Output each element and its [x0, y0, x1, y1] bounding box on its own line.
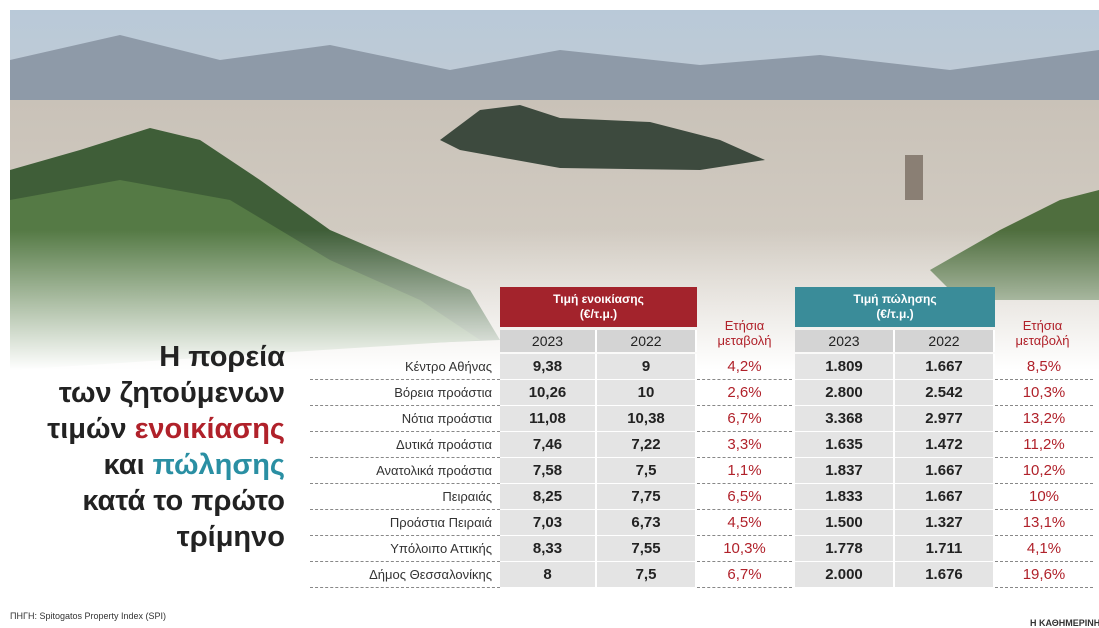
- change-cell: 10%: [995, 484, 1093, 510]
- year-header: 2023: [795, 330, 895, 352]
- price-cell: 6,73: [597, 510, 697, 536]
- price-cell: 7,5: [597, 562, 697, 588]
- header-line: (€/τ.μ.): [876, 307, 913, 322]
- header-line: Τιμή ενοικίασης: [553, 292, 644, 307]
- year-header: 2022: [597, 330, 697, 352]
- price-cell: 8,33: [500, 536, 597, 562]
- price-cell: 7,58: [500, 458, 597, 484]
- row-label: Δυτικά προάστια: [310, 432, 500, 458]
- price-cell: 8,25: [500, 484, 597, 510]
- header-line: Τιμή πώλησης: [853, 292, 936, 307]
- header-line: μεταβολή: [1016, 333, 1070, 348]
- title-word: και: [104, 449, 145, 481]
- change-cell: 19,6%: [995, 562, 1093, 588]
- header-line: μεταβολή: [718, 333, 772, 348]
- price-cell: 10,26: [500, 380, 597, 406]
- header-line: Ετήσια: [1023, 318, 1062, 333]
- title-line: κατά το πρώτο: [82, 484, 285, 518]
- price-cell: 3.368: [795, 406, 895, 432]
- title-line: τιμών ενοικίασης: [47, 412, 285, 446]
- price-cell: 9,38: [500, 354, 597, 380]
- price-cell: 7,75: [597, 484, 697, 510]
- price-cell: 10: [597, 380, 697, 406]
- change-cell: 2,6%: [697, 380, 792, 406]
- price-cell: 8: [500, 562, 597, 588]
- price-cell: 2.800: [795, 380, 895, 406]
- price-cell: 1.676: [895, 562, 995, 588]
- header-line: Ετήσια: [725, 318, 764, 333]
- title-word: πώλησης: [153, 449, 285, 481]
- price-cell: 11,08: [500, 406, 597, 432]
- year-header: 2022: [895, 330, 995, 352]
- change-cell: 6,5%: [697, 484, 792, 510]
- change-cell: 3,3%: [697, 432, 792, 458]
- change-cell: 13,2%: [995, 406, 1093, 432]
- price-cell: 7,22: [597, 432, 697, 458]
- header-line: (€/τ.μ.): [580, 307, 617, 322]
- price-cell: 1.667: [895, 484, 995, 510]
- change-cell: 6,7%: [697, 406, 792, 432]
- group-header: Τιμή ενοικίασης(€/τ.μ.): [500, 287, 697, 327]
- change-cell: 1,1%: [697, 458, 792, 484]
- change-cell: 13,1%: [995, 510, 1093, 536]
- price-cell: 2.000: [795, 562, 895, 588]
- price-cell: 1.711: [895, 536, 995, 562]
- price-cell: 1.833: [795, 484, 895, 510]
- price-cell: 2.542: [895, 380, 995, 406]
- change-cell: 8,5%: [995, 354, 1093, 380]
- title-word: τιμών: [47, 413, 126, 445]
- row-label: Πειραιάς: [310, 484, 500, 510]
- change-cell: 6,7%: [697, 562, 792, 588]
- change-cell: 10,2%: [995, 458, 1093, 484]
- price-cell: 1.667: [895, 458, 995, 484]
- title-word: κατά το πρώτο: [82, 485, 285, 517]
- change-cell: 10,3%: [697, 536, 792, 562]
- group-header: Τιμή πώλησης(€/τ.μ.): [795, 287, 995, 327]
- change-cell: 11,2%: [995, 432, 1093, 458]
- change-cell: 10,3%: [995, 380, 1093, 406]
- change-cell: 4,1%: [995, 536, 1093, 562]
- title-word: Η πορεία: [159, 341, 285, 373]
- price-cell: 2.977: [895, 406, 995, 432]
- source: ΠΗΓΗ: Spitogatos Property Index (SPI): [10, 611, 166, 621]
- price-cell: 1.837: [795, 458, 895, 484]
- price-cell: 9: [597, 354, 697, 380]
- title-word: τρίμηνο: [177, 521, 285, 553]
- price-cell: 1.667: [895, 354, 995, 380]
- title-line: των ζητούμενων: [59, 376, 285, 410]
- price-cell: 7,03: [500, 510, 597, 536]
- price-cell: 10,38: [597, 406, 697, 432]
- price-cell: 1.472: [895, 432, 995, 458]
- row-label: Προάστια Πειραιά: [310, 510, 500, 536]
- price-cell: 1.500: [795, 510, 895, 536]
- row-label: Δήμος Θεσσαλονίκης: [310, 562, 500, 588]
- change-cell: 4,5%: [697, 510, 792, 536]
- price-cell: 7,55: [597, 536, 697, 562]
- year-header: 2023: [500, 330, 597, 352]
- credit: Η ΚΑΘΗΜΕΡΙΝΗ: [1030, 618, 1099, 628]
- row-label: Κέντρο Αθήνας: [310, 354, 500, 380]
- price-cell: 1.809: [795, 354, 895, 380]
- change-cell: 4,2%: [697, 354, 792, 380]
- title-word: των ζητούμενων: [59, 377, 285, 409]
- row-label: Ανατολικά προάστια: [310, 458, 500, 484]
- title-line: Η πορεία: [159, 340, 285, 374]
- row-label: Νότια προάστια: [310, 406, 500, 432]
- infographic: Η πορείατων ζητούμενωντιμώνενοικίασηςκαι…: [0, 0, 1099, 628]
- row-label: Υπόλοιπο Αττικής: [310, 536, 500, 562]
- title-line: τρίμηνο: [177, 520, 285, 554]
- price-cell: 7,5: [597, 458, 697, 484]
- row-label: Βόρεια προάστια: [310, 380, 500, 406]
- price-cell: 1.778: [795, 536, 895, 562]
- price-cell: 1.327: [895, 510, 995, 536]
- price-cell: 1.635: [795, 432, 895, 458]
- title-word: ενοικίασης: [135, 413, 285, 445]
- price-cell: 7,46: [500, 432, 597, 458]
